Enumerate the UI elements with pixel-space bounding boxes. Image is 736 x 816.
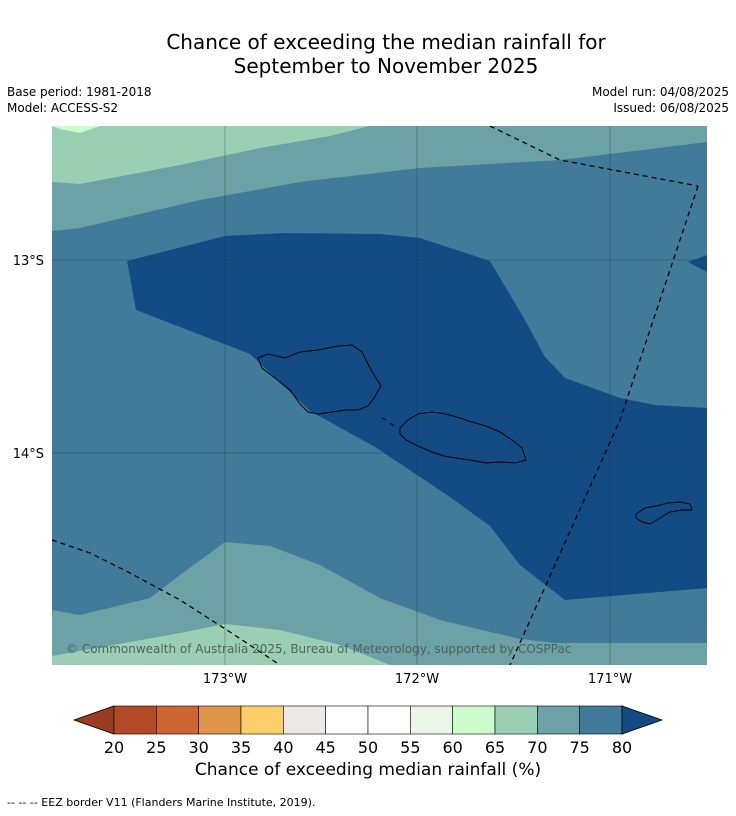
base-period: Base period: 1981-2018 (7, 85, 152, 99)
eez-border-southwest (52, 539, 281, 665)
colorbar-segment (367, 705, 411, 735)
colorbar-tick-label: 75 (569, 738, 589, 757)
copyright-notice: © Commonwealth of Australia 2025, Bureau… (66, 642, 571, 656)
colorbar-segment (410, 705, 453, 735)
band-60-65-top (52, 126, 100, 133)
colorbar-tick-label: 65 (485, 738, 505, 757)
colorbar-segment (494, 705, 538, 735)
lon-label-173w: 173°W (203, 672, 247, 687)
band-above-80 (127, 233, 707, 600)
colorbar-over-arrow (621, 705, 664, 735)
colorbar-tick-label: 40 (273, 738, 293, 757)
upolu-island (399, 411, 527, 464)
manono-islet (381, 417, 387, 421)
lon-label-172w: 172°W (395, 672, 439, 687)
colorbar-segment (325, 705, 369, 735)
eez-footnote: -- -- -- EEZ border V11 (Flanders Marine… (7, 796, 316, 809)
lat-label-14s: 14°S (13, 447, 44, 462)
lat-label-13s: 13°S (13, 254, 44, 269)
colorbar-tick-label: 45 (315, 738, 335, 757)
colorbar-under-arrow (72, 705, 115, 735)
coastline (257, 344, 693, 525)
colorbar-segment (537, 705, 580, 735)
colorbar-segment (579, 705, 623, 735)
colorbar-segment (156, 705, 199, 735)
colorbar-tick-label: 20 (104, 738, 124, 757)
graticule (52, 126, 707, 665)
meta-right: Model run: 04/08/2025 Issued: 06/08/2025 (592, 84, 729, 116)
colorbar-tick-label: 55 (400, 738, 420, 757)
colorbar-tick-label: 30 (188, 738, 208, 757)
colorbar-tick-label: 70 (527, 738, 547, 757)
title-line-1: Chance of exceeding the median rainfall … (166, 30, 606, 54)
title-line-2: September to November 2025 (233, 54, 539, 78)
colorbar-tick-label: 60 (442, 738, 462, 757)
eez-border-north (489, 126, 699, 187)
colorbar-segment (198, 705, 242, 735)
eez-border (52, 126, 699, 665)
band-above-80-edge (688, 255, 707, 272)
colorbar-tick-label: 80 (612, 738, 632, 757)
band-65-70-bottom (52, 624, 390, 665)
meta-left: Base period: 1981-2018 Model: ACCESS-S2 (7, 84, 152, 116)
chart-title: Chance of exceeding the median rainfall … (0, 30, 736, 78)
savaii-island (257, 344, 382, 415)
colorbar-segment (240, 705, 284, 735)
lon-label-171w: 171°W (588, 672, 632, 687)
map-area: © Commonwealth of Australia 2025, Bureau… (52, 126, 707, 665)
model-run: Model run: 04/08/2025 (591, 85, 729, 99)
colorbar-tick-label: 35 (231, 738, 251, 757)
model-name: Model: ACCESS-S2 (7, 101, 119, 115)
colorbar-label: Chance of exceeding median rainfall (%) (194, 760, 542, 780)
colorbar-tick-label: 50 (358, 738, 378, 757)
band-65-70-top (52, 126, 370, 184)
colorbar-tick-label: 25 (146, 738, 166, 757)
colorbar-segment (283, 705, 326, 735)
issued-date: Issued: 06/08/2025 (613, 101, 729, 115)
colorbar-segment (452, 705, 496, 735)
colorbar: 20 25 30 35 40 45 50 55 60 65 70 75 80 (72, 705, 664, 757)
eez-border-east (509, 185, 699, 665)
tutuila-island (635, 501, 693, 525)
apolima-islet (389, 422, 395, 427)
axis-labels: 13°S 14°S 173°W 172°W 171°W (13, 254, 633, 687)
colorbar-segment (113, 705, 157, 735)
